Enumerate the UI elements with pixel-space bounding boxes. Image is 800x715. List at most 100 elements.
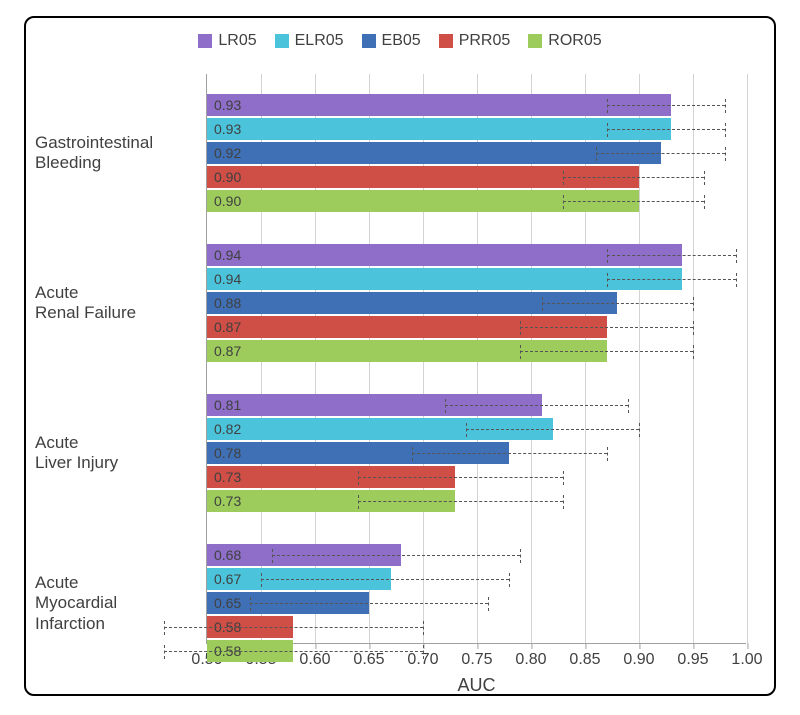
- x-tick-label: 0.65: [353, 651, 384, 668]
- error-cap: [693, 345, 694, 359]
- error-cap: [736, 273, 737, 287]
- error-cap: [261, 573, 262, 587]
- gridline: [747, 74, 748, 643]
- legend-label: ROR05: [548, 32, 601, 50]
- error-bar: [607, 129, 726, 130]
- error-bar: [520, 327, 693, 328]
- error-cap: [607, 447, 608, 461]
- error-bar: [164, 627, 423, 628]
- category-label: AcuteRenal Failure: [35, 283, 195, 324]
- error-cap: [607, 249, 608, 263]
- error-cap: [542, 297, 543, 311]
- x-tick: 0.80: [515, 643, 546, 669]
- error-cap: [272, 549, 273, 563]
- bar-value-label: 0.68: [214, 545, 241, 565]
- bar-value-label: 0.90: [214, 191, 241, 211]
- error-cap: [563, 471, 564, 485]
- legend-item: LR05: [198, 32, 256, 50]
- error-cap: [423, 645, 424, 659]
- bar: 0.93: [207, 118, 671, 140]
- bar-value-label: 0.82: [214, 419, 241, 439]
- error-bar: [412, 453, 606, 454]
- error-bar: [164, 651, 423, 652]
- category-label-line: Renal Failure: [35, 303, 195, 323]
- x-tick: 0.90: [623, 643, 654, 669]
- category-label: AcuteMyocardialInfarction: [35, 573, 195, 634]
- bar-value-label: 0.87: [214, 317, 241, 337]
- error-cap: [693, 321, 694, 335]
- error-cap: [488, 597, 489, 611]
- error-bar: [466, 429, 639, 430]
- error-bar: [596, 153, 726, 154]
- category-label-line: Acute: [35, 573, 195, 593]
- bar-value-label: 0.88: [214, 293, 241, 313]
- legend-swatch: [198, 34, 212, 48]
- legend-label: LR05: [218, 32, 256, 50]
- error-bar: [607, 105, 726, 106]
- x-tick-label: 0.60: [299, 651, 330, 668]
- x-tick-label: 0.95: [677, 651, 708, 668]
- error-cap: [563, 495, 564, 509]
- x-tick-label: 0.80: [515, 651, 546, 668]
- legend-label: ELR05: [295, 32, 344, 50]
- error-cap: [412, 447, 413, 461]
- legend-swatch: [528, 34, 542, 48]
- category-label: GastrointestinalBleeding: [35, 133, 195, 174]
- bar-value-label: 0.73: [214, 467, 241, 487]
- x-tick: 0.75: [461, 643, 492, 669]
- error-cap: [563, 195, 564, 209]
- bar-value-label: 0.73: [214, 491, 241, 511]
- x-tick: 0.65: [353, 643, 384, 669]
- legend: LR05 ELR05 EB05 PRR05 ROR05: [26, 32, 774, 50]
- error-cap: [250, 597, 251, 611]
- plot-area: AUC 0.500.550.600.650.700.750.800.850.90…: [206, 74, 746, 644]
- error-cap: [704, 195, 705, 209]
- error-cap: [520, 321, 521, 335]
- legend-label: EB05: [382, 32, 421, 50]
- error-cap: [520, 549, 521, 563]
- category-label-line: Myocardial: [35, 593, 195, 613]
- x-tick-label: 1.00: [731, 651, 762, 668]
- error-bar: [261, 579, 509, 580]
- error-cap: [423, 621, 424, 635]
- error-cap: [358, 495, 359, 509]
- error-cap: [607, 273, 608, 287]
- bar: 0.93: [207, 94, 671, 116]
- category-label-line: Gastrointestinal: [35, 133, 195, 153]
- x-tick: 0.85: [569, 643, 600, 669]
- error-cap: [736, 249, 737, 263]
- error-bar: [563, 201, 703, 202]
- error-bar: [563, 177, 703, 178]
- x-tick-label: 0.90: [623, 651, 654, 668]
- bar-value-label: 0.78: [214, 443, 241, 463]
- error-cap: [704, 171, 705, 185]
- category-label-line: Acute: [35, 283, 195, 303]
- error-bar: [358, 477, 563, 478]
- bar-value-label: 0.94: [214, 245, 241, 265]
- error-bar: [445, 405, 629, 406]
- x-tick-label: 0.75: [461, 651, 492, 668]
- error-cap: [725, 147, 726, 161]
- bar-value-label: 0.65: [214, 593, 241, 613]
- x-axis-label: AUC: [457, 675, 495, 696]
- category-label-line: Infarction: [35, 614, 195, 634]
- error-bar: [520, 351, 693, 352]
- error-cap: [725, 99, 726, 113]
- chart-frame: LR05 ELR05 EB05 PRR05 ROR05 AUC 0.500.550.60…: [24, 16, 776, 696]
- legend-swatch: [362, 34, 376, 48]
- bar-value-label: 0.87: [214, 341, 241, 361]
- bar-value-label: 0.93: [214, 119, 241, 139]
- error-cap: [725, 123, 726, 137]
- error-cap: [466, 423, 467, 437]
- legend-label: PRR05: [459, 32, 511, 50]
- category-label-line: Bleeding: [35, 153, 195, 173]
- error-cap: [639, 423, 640, 437]
- error-bar: [358, 501, 563, 502]
- error-cap: [607, 99, 608, 113]
- error-cap: [358, 471, 359, 485]
- error-cap: [520, 345, 521, 359]
- legend-swatch: [275, 34, 289, 48]
- error-cap: [563, 171, 564, 185]
- error-cap: [164, 645, 165, 659]
- legend-item: PRR05: [439, 32, 511, 50]
